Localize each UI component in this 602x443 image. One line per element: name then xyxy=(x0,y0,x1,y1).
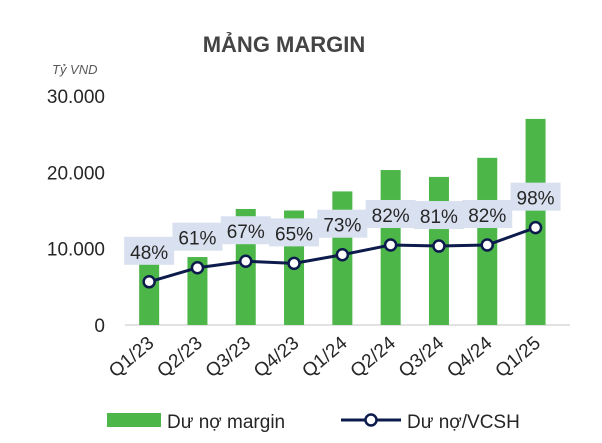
bar xyxy=(139,263,160,325)
data-label: 48% xyxy=(124,236,175,265)
data-label-text: 61% xyxy=(178,229,216,250)
line-marker xyxy=(239,254,253,268)
x-tick-label: Q1/25 xyxy=(492,333,545,382)
unit-label: Tỷ VND xyxy=(52,62,98,77)
data-label: 82% xyxy=(365,199,416,228)
data-label-text: 82% xyxy=(468,206,506,227)
x-tick-label: Q2/24 xyxy=(347,332,400,382)
data-label: 65% xyxy=(269,218,320,247)
line-marker xyxy=(335,247,350,262)
line-marker xyxy=(528,220,543,235)
x-tick-label: Q2/23 xyxy=(154,333,207,382)
x-tick-label: Q3/23 xyxy=(202,333,255,382)
x-axis: Q1/23Q2/23Q3/23Q4/23Q1/24Q2/24Q3/24Q4/24… xyxy=(105,332,545,382)
bar xyxy=(187,257,208,325)
data-label: 98% xyxy=(510,182,561,211)
chart-title: MẢNG MARGIN xyxy=(203,32,366,57)
line-marker xyxy=(383,238,398,252)
data-label-box xyxy=(220,216,271,245)
legend-line-marker xyxy=(364,413,378,427)
data-labels: 48% 61% 67% 65% 73% 82% 81% 82% 98% xyxy=(124,182,561,265)
line-markers xyxy=(142,220,543,289)
x-tick-label: Q3/24 xyxy=(395,332,448,382)
y-tick-label: 30.000 xyxy=(47,87,105,108)
data-label-box xyxy=(124,236,175,265)
line-marker xyxy=(287,256,301,271)
line-marker xyxy=(142,275,156,289)
data-label-text: 82% xyxy=(372,206,410,227)
data-label-text: 48% xyxy=(130,243,168,264)
data-label-text: 65% xyxy=(275,224,313,245)
data-label-text: 98% xyxy=(517,189,555,210)
legend-bar-label: Dư nợ margin xyxy=(167,412,285,433)
data-label-box xyxy=(269,218,320,247)
legend: Dư nợ margin Dư nợ/VCSH xyxy=(107,412,520,433)
x-tick-label: Q1/23 xyxy=(105,333,158,382)
data-label-box xyxy=(413,201,464,230)
y-axis: 30.000 20.000 10.000 0 xyxy=(47,87,105,337)
legend-bar-swatch xyxy=(107,413,161,427)
data-label: 61% xyxy=(172,222,223,251)
line-marker xyxy=(190,260,205,275)
data-label: 82% xyxy=(462,199,513,228)
x-tick-label: Q4/23 xyxy=(250,333,303,382)
y-tick-label: 20.000 xyxy=(47,163,105,184)
y-tick-label: 10.000 xyxy=(47,240,105,261)
data-label: 81% xyxy=(413,201,464,230)
line-marker xyxy=(432,239,446,253)
data-label-box xyxy=(462,199,513,228)
data-label-text: 73% xyxy=(323,216,361,237)
data-label: 73% xyxy=(317,209,368,238)
data-label-box xyxy=(172,222,223,251)
data-label-box xyxy=(365,199,416,228)
data-label-text: 81% xyxy=(420,207,458,228)
line-marker xyxy=(480,238,494,252)
data-label-box xyxy=(510,182,561,211)
data-label-box xyxy=(317,209,368,238)
x-tick-label: Q1/24 xyxy=(298,332,351,382)
data-label: 67% xyxy=(220,216,271,245)
legend-line-label: Dư nợ/VCSH xyxy=(407,412,520,433)
x-tick-label: Q4/24 xyxy=(443,332,496,382)
data-label-text: 67% xyxy=(227,222,265,243)
y-tick-label: 0 xyxy=(94,316,105,337)
